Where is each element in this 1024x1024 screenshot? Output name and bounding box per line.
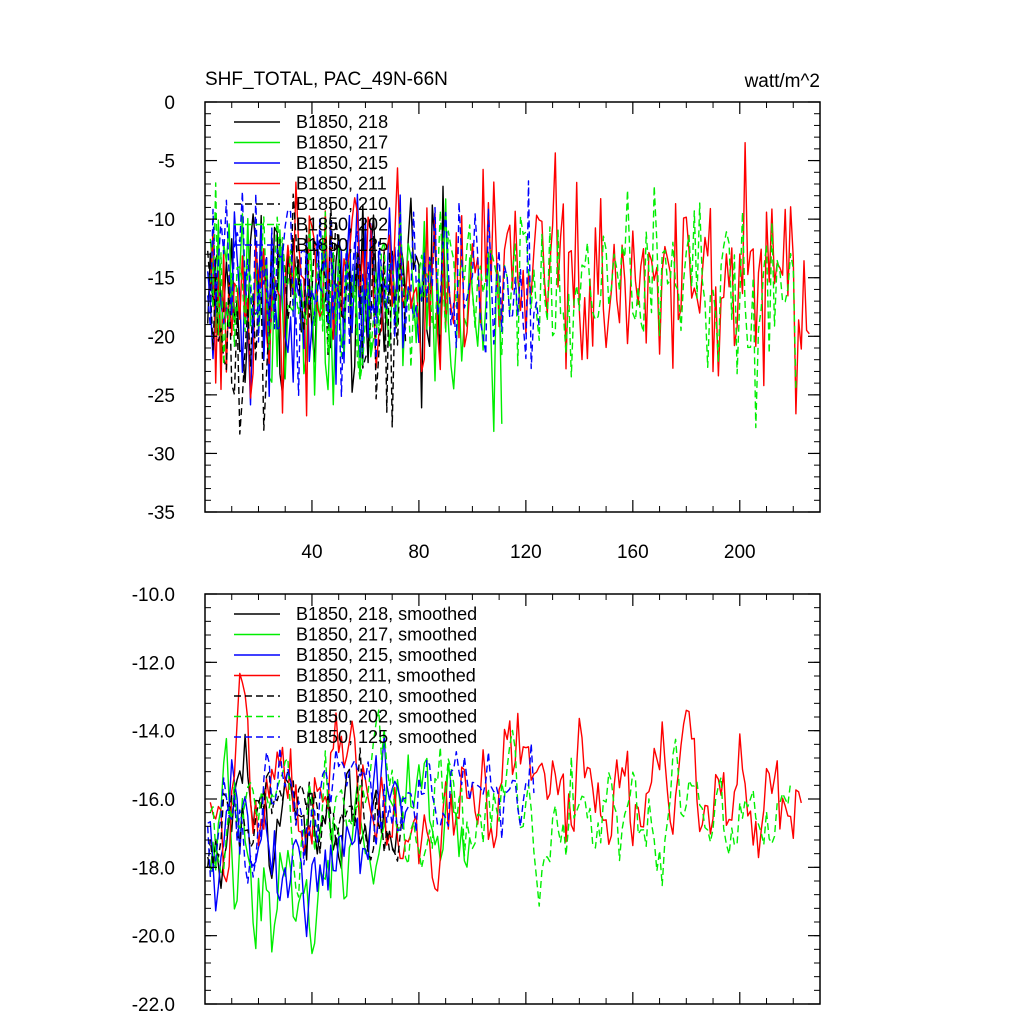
top-legend-label: B1850, 215 — [296, 153, 388, 173]
top-y-tick-label: -30 — [148, 444, 175, 465]
bottom-legend-label: B1850, 217, smoothed — [296, 625, 477, 645]
top-x-tick-label: 40 — [301, 542, 322, 563]
bottom-y-tick-label: -18.0 — [132, 858, 175, 879]
top-legend-label: B1850, 210 — [296, 194, 388, 214]
bottom-series-line — [207, 735, 409, 938]
top-chart: 0 -5 -10 -15 -20 -25 -30 -35 40 80 120 160 200 B1850… — [148, 93, 821, 563]
bottom-y-tick-label: -14.0 — [132, 722, 175, 743]
bottom-chart: -10.0 -12.0 -14.0 -16.0 -18.0 -20.0 -22.0 B185… — [132, 585, 821, 1016]
top-y-tick-label: -5 — [158, 152, 175, 173]
top-legend-label: B1850, 125 — [296, 235, 388, 255]
top-y-tick-label: -20 — [148, 327, 175, 348]
top-chart-units: watt/m^2 — [744, 71, 820, 92]
bottom-series-line — [207, 742, 535, 884]
top-legend-label: B1850, 202 — [296, 215, 388, 235]
top-x-tick-label: 160 — [617, 542, 649, 563]
top-series-line — [207, 180, 540, 397]
top-x-tick-label: 80 — [408, 542, 429, 563]
bottom-y-tick-label: -20.0 — [132, 927, 175, 948]
top-legend-label: B1850, 218 — [296, 112, 388, 132]
top-y-tick-label: -35 — [148, 503, 175, 524]
top-legend-label: B1850, 217 — [296, 133, 388, 153]
top-series-line — [209, 141, 810, 417]
top-plot-frame — [204, 101, 821, 513]
bottom-series-line — [209, 709, 792, 907]
bottom-series-line — [209, 672, 802, 892]
bottom-legend-label: B1850, 215, smoothed — [296, 645, 477, 665]
top-x-tick-label: 200 — [724, 542, 756, 563]
bottom-y-tick-label: -12.0 — [132, 653, 175, 674]
top-x-tick-label: 120 — [510, 542, 542, 563]
bottom-y-tick-label: -10.0 — [132, 585, 175, 606]
bottom-legend-label: B1850, 202, smoothed — [296, 707, 477, 727]
bottom-legend-label: B1850, 125, smoothed — [296, 727, 477, 747]
bottom-series-line — [209, 737, 471, 955]
bottom-legend-label: B1850, 211, smoothed — [296, 666, 476, 686]
top-legend-label: B1850, 211 — [296, 174, 387, 194]
bottom-series-line — [207, 747, 404, 868]
top-y-tick-label: 0 — [164, 93, 175, 114]
bottom-y-tick-label: -22.0 — [132, 995, 175, 1016]
top-y-tick-label: -15 — [148, 269, 175, 290]
top-y-tick-label: -25 — [148, 386, 175, 407]
top-chart-title: SHF_TOTAL, PAC_49N-66N — [205, 69, 448, 90]
top-series-line — [207, 193, 407, 435]
bottom-legend-label: B1850, 210, smoothed — [296, 686, 477, 706]
bottom-legend-label: B1850, 218, smoothed — [296, 604, 477, 624]
top-series-line — [209, 198, 503, 433]
top-y-tick-label: -10 — [148, 210, 175, 231]
bottom-series-line — [207, 733, 399, 889]
bottom-y-tick-label: -16.0 — [132, 790, 175, 811]
